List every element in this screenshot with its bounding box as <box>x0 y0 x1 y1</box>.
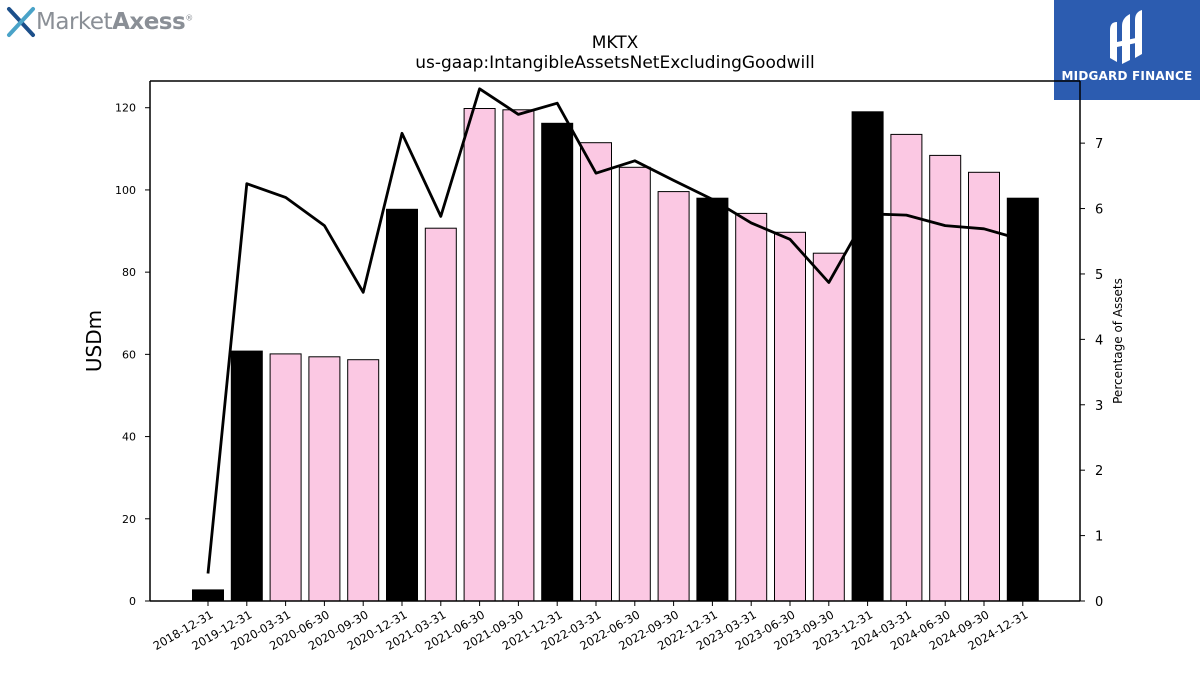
y2-tick-label: 1 <box>1095 530 1103 545</box>
y-tick-label: 80 <box>122 266 136 279</box>
bar-2021-06-30 <box>463 108 496 602</box>
bar-2020-06-30 <box>308 356 341 602</box>
y2-tick-label: 0 <box>1095 595 1103 610</box>
y-tick-label: 120 <box>115 102 136 115</box>
chart-title: MKTX <box>592 33 639 53</box>
bar-2021-03-31 <box>424 227 457 602</box>
y-tick-label: 100 <box>115 184 136 197</box>
y2-tick-label: 5 <box>1095 268 1103 283</box>
chart-subtitle: us-gaap:IntangibleAssetsNetExcludingGood… <box>415 53 814 73</box>
marketaxess-x-icon <box>7 7 35 37</box>
y2-tick-label: 6 <box>1095 203 1103 218</box>
bar-2022-09-30 <box>657 191 690 602</box>
bar-2024-06-30 <box>929 154 962 602</box>
y2-tick-label: 4 <box>1095 333 1103 348</box>
bar-2021-12-31 <box>541 122 574 602</box>
percentage-line <box>206 87 1024 574</box>
y2-tick-label: 7 <box>1095 137 1103 152</box>
bar-2023-09-30 <box>812 252 845 602</box>
bar-2019-12-31 <box>230 350 263 602</box>
y-tick-label: 20 <box>122 513 136 526</box>
bar-2020-12-31 <box>386 208 418 602</box>
marketaxess-logo: MarketAxess® <box>6 4 193 40</box>
line-series <box>206 87 1024 574</box>
bar-2018-12-31 <box>192 589 224 602</box>
bar-2021-09-30 <box>502 109 535 602</box>
bar-2022-06-30 <box>618 166 651 602</box>
bar-2024-03-31 <box>890 133 923 602</box>
bar-series <box>192 108 1039 602</box>
marketaxess-wordmark: MarketAxess® <box>36 9 193 35</box>
y2-tick-label: 2 <box>1095 464 1103 479</box>
y2-tick-label: 3 <box>1095 399 1103 414</box>
y-tick-label: 60 <box>122 348 136 361</box>
bar-2022-12-31 <box>696 197 729 602</box>
y-tick-label: 0 <box>129 595 136 608</box>
bar-2020-09-30 <box>347 359 380 602</box>
bar-2023-06-30 <box>774 231 806 602</box>
y-axis-label: USDm <box>82 310 106 372</box>
bar-2023-12-31 <box>851 111 884 602</box>
midgard-finance-logo: MIDGARD FINANCE <box>1054 0 1200 100</box>
bar-2020-03-31 <box>269 353 302 602</box>
midgard-finance-text: MIDGARD FINANCE <box>1061 69 1193 83</box>
y2-axis-label: Percentage of Assets <box>1111 278 1125 404</box>
bar-2024-09-30 <box>968 171 1000 602</box>
bar-2022-03-31 <box>580 142 612 602</box>
bar-2024-12-31 <box>1006 197 1039 602</box>
bar-2023-03-31 <box>735 212 768 602</box>
y-tick-label: 40 <box>122 431 136 444</box>
midgard-finance-emblem-icon <box>1110 10 1142 64</box>
